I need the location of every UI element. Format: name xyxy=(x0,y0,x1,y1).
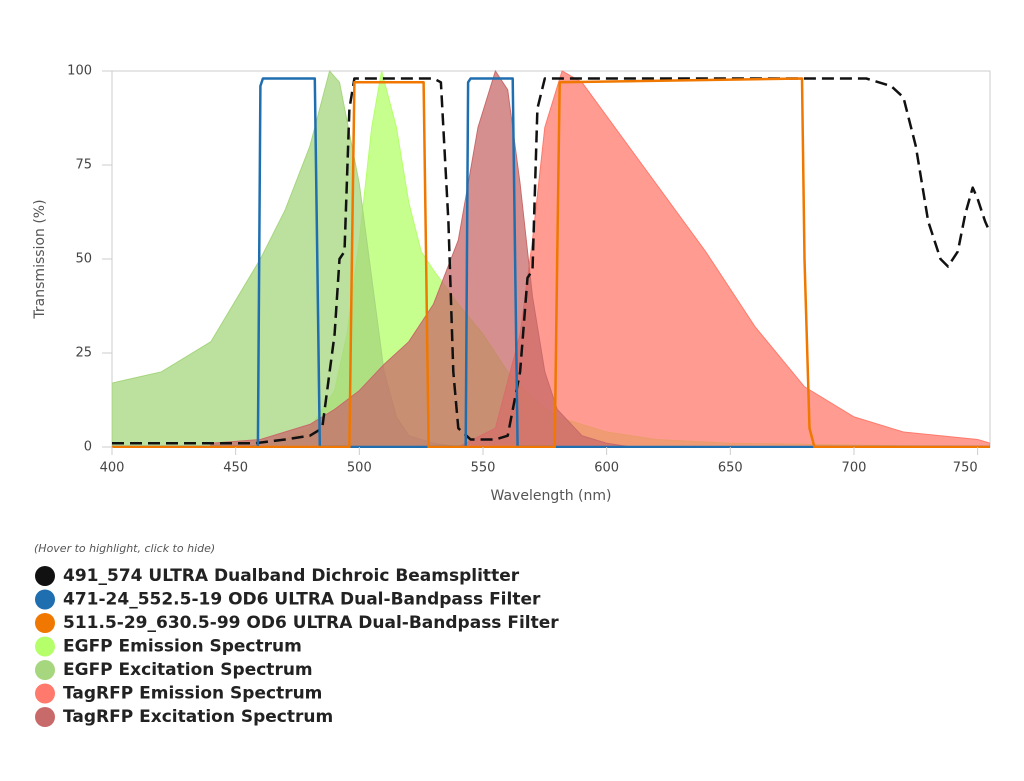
y-tick-label: 0 xyxy=(84,440,92,455)
legend-swatch[interactable] xyxy=(35,660,55,680)
legend-item[interactable]: 511.5-29_630.5-99 OD6 ULTRA Dual-Bandpas… xyxy=(35,613,559,633)
x-tick-label: 450 xyxy=(223,461,248,476)
legend-label[interactable]: EGFP Excitation Spectrum xyxy=(63,660,313,680)
legend-label[interactable]: TagRFP Excitation Spectrum xyxy=(63,707,333,727)
x-tick-label: 750 xyxy=(953,461,978,476)
y-axis-title: Transmission (%) xyxy=(32,199,48,319)
x-tick-label: 400 xyxy=(100,461,125,476)
legend-label[interactable]: 471-24_552.5-19 OD6 ULTRA Dual-Bandpass … xyxy=(63,590,541,610)
legend-label[interactable]: 491_574 ULTRA Dualband Dichroic Beamspli… xyxy=(63,566,520,586)
line xyxy=(112,77,990,448)
x-axis-title: Wavelength (nm) xyxy=(491,488,612,504)
legend-label[interactable]: 511.5-29_630.5-99 OD6 ULTRA Dual-Bandpas… xyxy=(63,613,559,633)
legend-swatch[interactable] xyxy=(35,683,55,704)
legend-item[interactable]: TagRFP Excitation Spectrum xyxy=(35,707,333,727)
legend-swatch[interactable] xyxy=(35,613,55,633)
x-tick-label: 650 xyxy=(718,461,743,476)
legend-item[interactable]: 491_574 ULTRA Dualband Dichroic Beamspli… xyxy=(35,566,520,586)
area xyxy=(210,69,632,448)
y-tick-label: 75 xyxy=(75,158,92,173)
x-tick-label: 700 xyxy=(842,461,867,476)
y-tick-label: 100 xyxy=(67,64,92,79)
line xyxy=(112,77,990,448)
legend-item[interactable]: EGFP Emission Spectrum xyxy=(35,636,302,657)
line xyxy=(112,77,990,445)
legend-item[interactable]: EGFP Excitation Spectrum xyxy=(35,660,313,680)
legend-swatch[interactable] xyxy=(35,707,55,727)
x-tick-label: 500 xyxy=(347,461,372,476)
legend-item[interactable]: TagRFP Emission Spectrum xyxy=(35,683,322,704)
legend-item[interactable]: 471-24_552.5-19 OD6 ULTRA Dual-Bandpass … xyxy=(35,589,541,610)
legend-label[interactable]: TagRFP Emission Spectrum xyxy=(63,684,322,704)
legend-swatch[interactable] xyxy=(35,636,55,657)
legend-label[interactable]: EGFP Emission Spectrum xyxy=(63,637,302,657)
plot-area xyxy=(112,69,990,448)
legend-swatch[interactable] xyxy=(35,589,55,610)
x-tick-label: 600 xyxy=(594,461,619,476)
legend-swatch[interactable] xyxy=(35,566,55,586)
area xyxy=(458,70,990,448)
y-tick-label: 25 xyxy=(75,346,92,361)
x-tick-label: 550 xyxy=(471,461,496,476)
y-tick-label: 50 xyxy=(75,252,92,267)
legend-hint: (Hover to highlight, click to hide) xyxy=(34,542,215,555)
